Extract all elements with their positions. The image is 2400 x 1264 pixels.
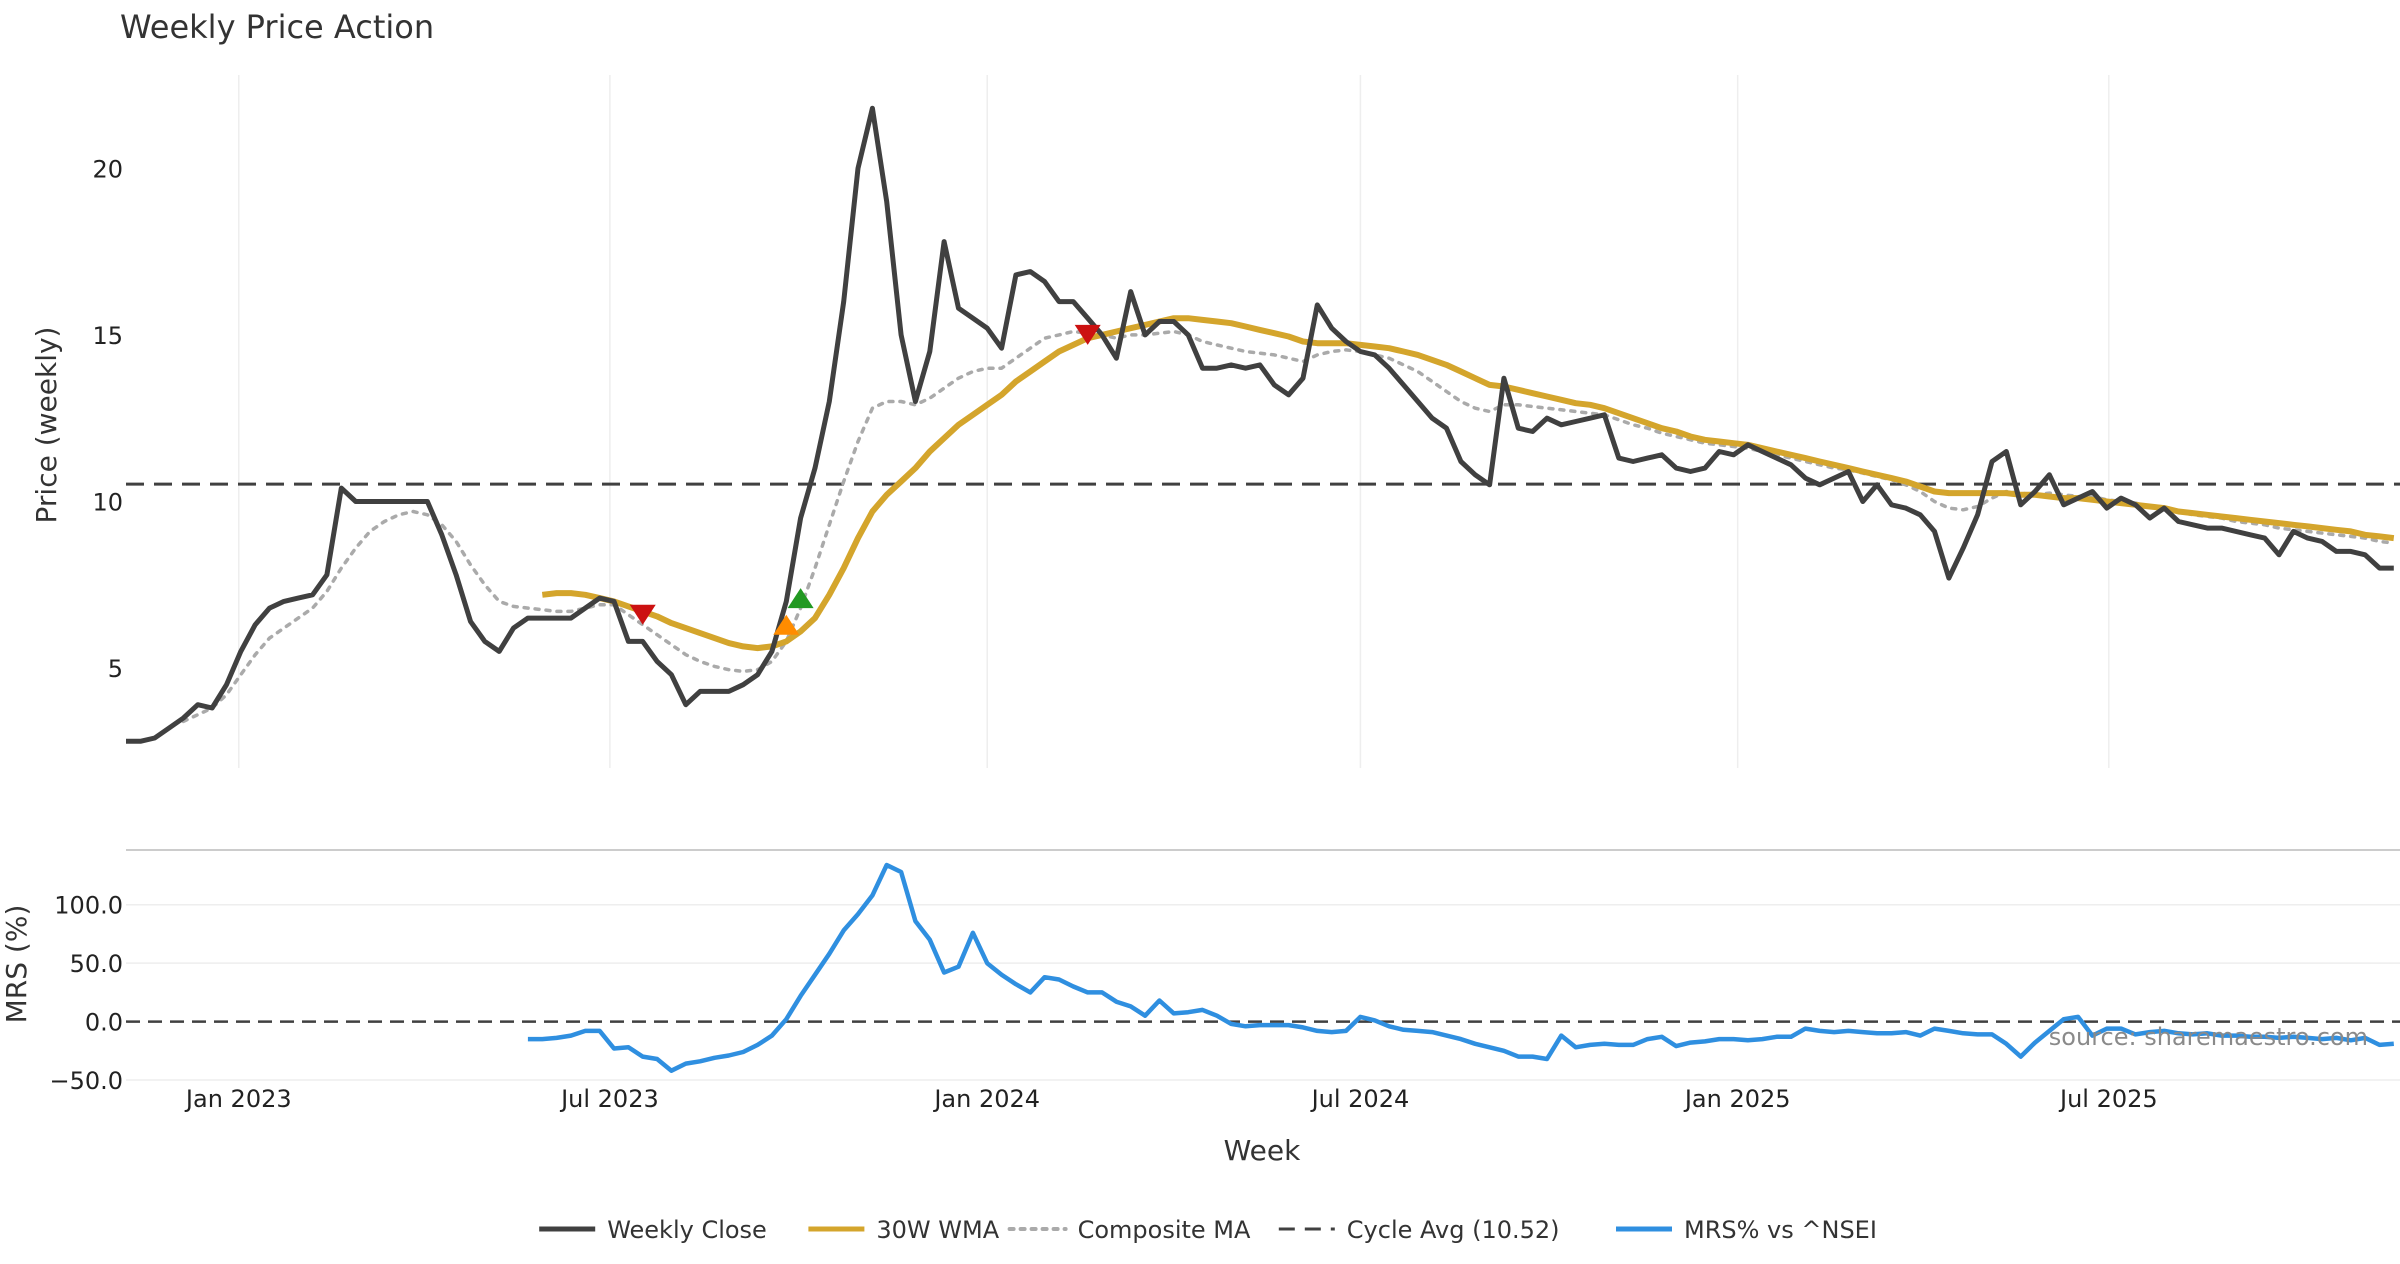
price-y-tick-label: 10 xyxy=(92,488,123,516)
price-y-axis-label: Price (weekly) xyxy=(30,327,63,524)
mrs-y-tick-label: 100.0 xyxy=(54,892,123,920)
chart-title: Weekly Price Action xyxy=(120,8,434,46)
x-tick-label: Jan 2025 xyxy=(1683,1085,1791,1113)
series-weekly-close xyxy=(126,105,2394,744)
x-axis-label: Week xyxy=(1224,1134,1301,1167)
legend-label: Cycle Avg (10.52) xyxy=(1347,1216,1560,1244)
price-y-tick-label: 20 xyxy=(92,155,123,183)
signal-markers xyxy=(629,324,1101,635)
signal-marker-triangle-down xyxy=(629,604,656,625)
x-tick-label: Jul 2024 xyxy=(1310,1085,1410,1113)
legend: Weekly Close 30W WMA Composite MA Cycle Avg… xyxy=(539,1216,1877,1244)
legend-item: Weekly Close xyxy=(539,1216,767,1244)
x-tick-label: Jul 2025 xyxy=(2058,1085,2158,1113)
mrs-y-ticks: 100.0 50.0 0.0 −50.0 xyxy=(49,892,123,1095)
x-tick-label: Jan 2023 xyxy=(184,1085,292,1113)
mrs-panel: 100.0 50.0 0.0 −50.0 MRS (%) source: sharem… xyxy=(0,862,2400,1095)
legend-item: 30W WMA xyxy=(808,1216,1000,1244)
legend-label: Composite MA xyxy=(1078,1216,1251,1244)
x-tick-label: Jul 2023 xyxy=(559,1085,659,1113)
mrs-y-tick-label: 50.0 xyxy=(70,950,123,978)
price-panel: 5 10 15 20 Price (weekly) xyxy=(30,75,2400,768)
price-grid xyxy=(238,75,2110,768)
series-mrs xyxy=(527,862,2394,1073)
signal-marker-triangle-up xyxy=(787,588,814,609)
mrs-y-tick-label: 0.0 xyxy=(85,1009,123,1037)
legend-item: Cycle Avg (10.52) xyxy=(1278,1216,1560,1244)
legend-label: 30W WMA xyxy=(876,1216,999,1244)
x-tick-label: Jan 2024 xyxy=(932,1085,1040,1113)
signal-marker-triangle-down xyxy=(1074,324,1101,345)
x-tick-labels: Jan 2023 Jul 2023 Jan 2024 Jul 2024 Jan 2025… xyxy=(184,1085,2158,1113)
mrs-y-axis-label: MRS (%) xyxy=(0,905,33,1024)
mrs-series xyxy=(527,862,2394,1073)
price-y-tick-label: 5 xyxy=(108,655,123,683)
source-annotation: source: sharemaestro.com xyxy=(2049,1023,2368,1051)
legend-item: Composite MA xyxy=(1007,1216,1251,1244)
legend-label: Weekly Close xyxy=(607,1216,767,1244)
legend-label: MRS% vs ^NSEI xyxy=(1684,1216,1877,1244)
legend-item: MRS% vs ^NSEI xyxy=(1616,1216,1877,1244)
mrs-grid xyxy=(126,903,2400,1081)
signal-marker-triangle-up xyxy=(773,614,800,635)
price-y-tick-label: 15 xyxy=(92,322,123,350)
series-30w-wma xyxy=(541,315,2395,652)
mrs-y-tick-label: −50.0 xyxy=(49,1067,123,1095)
price-y-ticks: 5 10 15 20 xyxy=(92,155,123,683)
series-composite-ma xyxy=(181,329,2396,724)
price-series xyxy=(126,105,2396,744)
